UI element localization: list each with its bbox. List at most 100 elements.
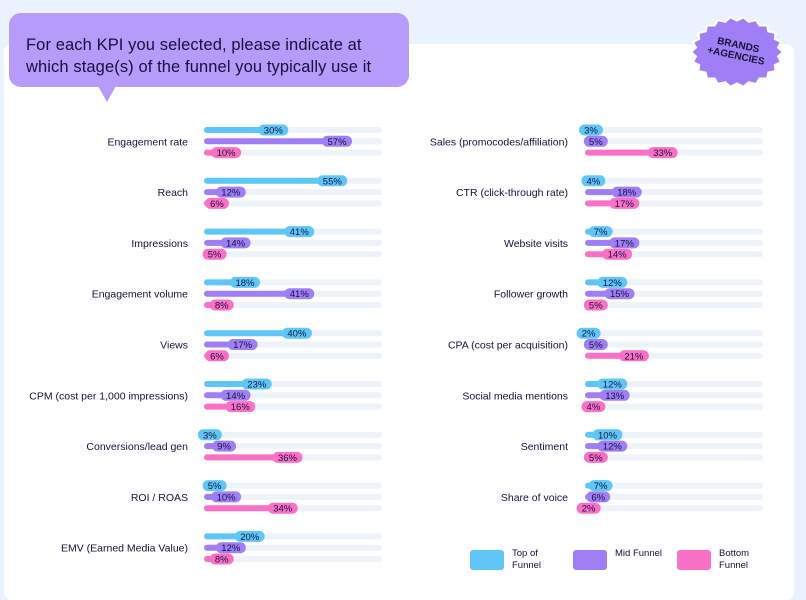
value-pill-top-share-of-voice — [588, 480, 613, 492]
value-label-bottom-engagement-rate: 10% — [217, 148, 237, 159]
legend-swatch-bottom — [677, 550, 711, 570]
category-label-ctr-click-through-rate: CTR (click-through rate) — [456, 187, 568, 199]
value-pill-bottom-cpa-cost-per-acquisition — [618, 350, 649, 362]
value-label-bottom-sales-promocodes-affiliation: 33% — [653, 148, 673, 159]
value-pill-top-reach — [317, 175, 348, 187]
category-label-share-of-voice: Share of voice — [501, 492, 568, 504]
value-pill-mid-ctr-click-through-rate — [611, 186, 642, 198]
category-label-reach: Reach — [158, 187, 189, 199]
value-pill-mid-website-visits — [609, 237, 640, 249]
bar-track-bottom-reach — [204, 200, 382, 207]
legend-swatch-mid — [573, 550, 607, 570]
bar-track-top-sentiment — [585, 431, 763, 438]
value-pill-bottom-impressions — [202, 248, 227, 260]
value-pill-bottom-follower-growth — [583, 299, 608, 311]
value-label-bottom-cpa-cost-per-acquisition: 21% — [624, 351, 644, 362]
bar-track-mid-roi-roas — [204, 493, 382, 500]
bar-track-bottom-impressions — [204, 251, 382, 258]
value-pill-mid-roi-roas — [211, 491, 242, 503]
value-label-top-impressions: 41% — [290, 227, 310, 238]
badge-shape — [689, 16, 785, 88]
value-pill-bottom-social-media-mentions — [581, 401, 606, 413]
bar-track-top-share-of-voice — [585, 482, 763, 489]
bar-track-mid-sentiment — [585, 443, 763, 450]
legend-label-bottom: Bottom Funnel — [719, 548, 750, 571]
value-label-mid-cpm-cost-per-1-000-impressions: 14% — [226, 391, 246, 402]
value-pill-top-follower-growth — [597, 276, 628, 288]
value-label-top-engagement-volume: 18% — [235, 278, 255, 289]
bar-track-bottom-emv-earned-media-value — [204, 556, 382, 562]
category-label-cpm-cost-per-1-000-impressions: CPM (cost per 1,000 impressions) — [29, 390, 188, 402]
value-label-bottom-reach: 6% — [210, 199, 224, 210]
category-label-engagement-rate: Engagement rate — [107, 136, 188, 148]
value-label-mid-engagement-rate: 57% — [328, 137, 348, 148]
bar-track-mid-social-media-mentions — [585, 392, 763, 399]
category-label-social-media-mentions: Social media mentions — [462, 390, 568, 402]
bar-track-bottom-engagement-rate — [204, 149, 382, 156]
bar-track-mid-share-of-voice — [585, 493, 763, 500]
value-pill-bottom-website-visits — [602, 248, 633, 260]
value-label-top-engagement-rate: 30% — [264, 126, 284, 137]
value-label-top-cpa-cost-per-acquisition: 2% — [582, 329, 596, 340]
value-pill-mid-sentiment — [597, 440, 628, 452]
value-pill-top-engagement-volume — [229, 276, 260, 288]
value-pill-mid-sales-promocodes-affiliation — [583, 135, 608, 147]
legend-label-top: Top of Funnel — [512, 548, 542, 571]
legend-swatch-top — [470, 550, 504, 570]
bar-track-top-roi-roas — [204, 482, 382, 489]
value-pill-mid-engagement-rate — [322, 135, 353, 147]
value-pill-top-conversions-lead-gen — [197, 429, 222, 441]
value-pill-top-roi-roas — [202, 480, 227, 492]
value-label-top-sales-promocodes-affiliation: 3% — [584, 126, 598, 137]
value-label-bottom-cpm-cost-per-1-000-impressions: 16% — [231, 402, 251, 413]
bar-top-impressions — [204, 228, 301, 235]
value-label-mid-website-visits: 17% — [615, 238, 635, 249]
value-label-bottom-conversions-lead-gen: 36% — [278, 453, 298, 464]
bar-bottom-sales-promocodes-affiliation — [585, 149, 665, 156]
value-pill-mid-follower-growth — [604, 288, 635, 300]
category-label-roi-roas: ROI / ROAS — [131, 492, 188, 504]
question-bubble-tail — [98, 86, 116, 102]
bar-track-bottom-social-media-mentions — [585, 403, 763, 410]
value-label-bottom-views: 6% — [210, 351, 224, 362]
value-pill-bottom-views — [204, 350, 229, 362]
bar-bottom-conversions-lead-gen — [204, 454, 289, 461]
bar-track-top-social-media-mentions — [585, 381, 763, 387]
value-pill-mid-reach — [215, 186, 246, 198]
value-pill-bottom-sentiment — [583, 451, 608, 463]
value-label-mid-follower-growth: 15% — [610, 289, 630, 300]
category-label-impressions: Impressions — [131, 238, 188, 250]
question-text: For each KPI you selected, please indica… — [26, 36, 372, 76]
value-pill-bottom-share-of-voice — [576, 502, 601, 514]
value-label-top-website-visits: 7% — [594, 227, 608, 238]
bar-track-top-sales-promocodes-affiliation — [585, 127, 763, 133]
value-pill-bottom-conversions-lead-gen — [272, 451, 303, 463]
value-label-top-social-media-mentions: 12% — [603, 380, 623, 391]
legend-label-mid: Mid Funnel — [615, 548, 662, 559]
value-label-top-reach: 55% — [323, 176, 343, 187]
value-label-top-share-of-voice: 7% — [594, 481, 608, 492]
value-label-bottom-social-media-mentions: 4% — [587, 402, 601, 413]
value-label-mid-ctr-click-through-rate: 18% — [617, 188, 637, 199]
bar-track-bottom-sentiment — [585, 454, 763, 461]
value-pill-mid-conversions-lead-gen — [212, 440, 237, 452]
bar-track-top-follower-growth — [585, 279, 763, 286]
value-label-bottom-roi-roas: 34% — [273, 504, 293, 515]
category-label-engagement-volume: Engagement volume — [92, 289, 188, 301]
value-pill-mid-share-of-voice — [586, 491, 611, 503]
bar-track-top-ctr-click-through-rate — [585, 177, 763, 184]
value-pill-bottom-emv-earned-media-value — [209, 553, 234, 565]
value-pill-top-website-visits — [588, 226, 613, 238]
value-pill-mid-views — [227, 339, 258, 350]
value-pill-bottom-engagement-rate — [211, 147, 242, 159]
category-label-sales-promocodes-affiliation: Sales (promocodes/affiliation) — [430, 136, 568, 148]
bar-track-bottom-follower-growth — [585, 302, 763, 308]
bar-track-bottom-views — [204, 352, 382, 359]
value-label-top-ctr-click-through-rate: 4% — [587, 176, 601, 187]
bar-track-mid-conversions-lead-gen — [204, 443, 382, 450]
audience-badge: BRANDS +AGENCIES — [688, 14, 786, 90]
bar-top-engagement-rate — [204, 127, 275, 133]
value-label-bottom-follower-growth: 5% — [589, 301, 603, 312]
bar-track-mid-sales-promocodes-affiliation — [585, 138, 763, 145]
bar-track-top-website-visits — [585, 228, 763, 235]
